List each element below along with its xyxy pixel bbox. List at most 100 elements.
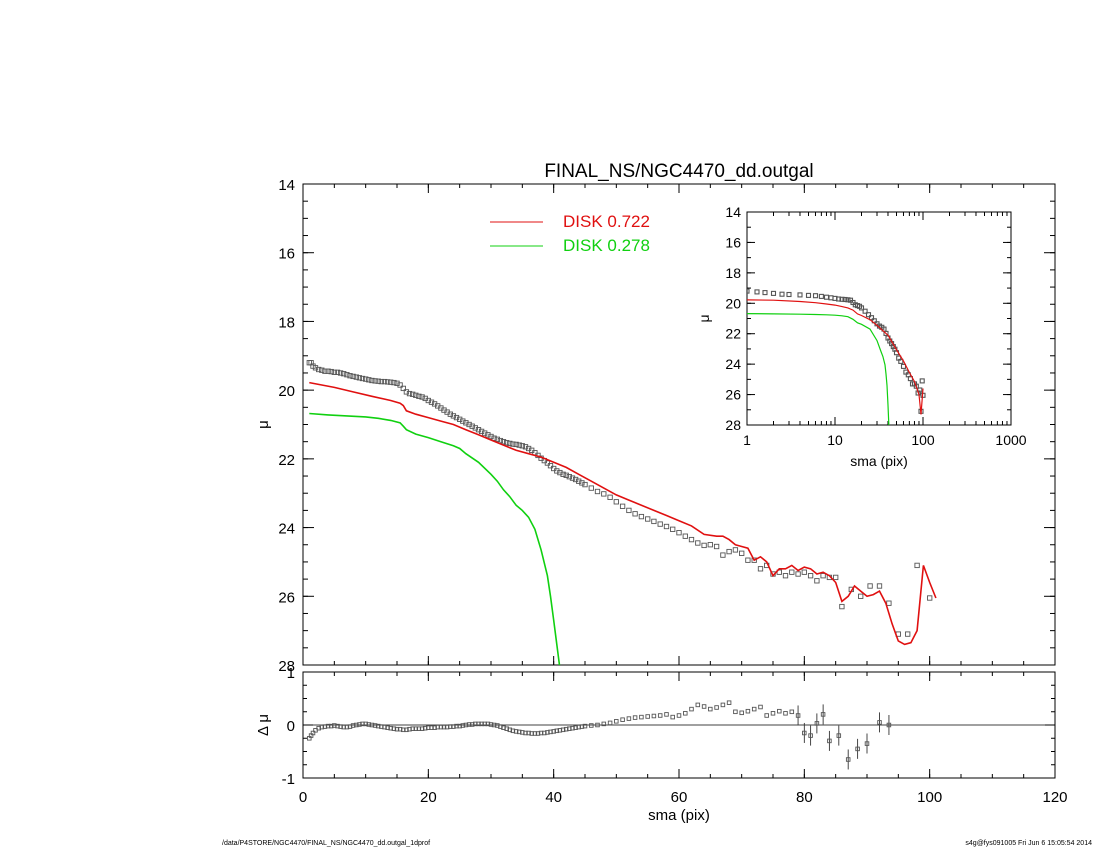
main-data-point [732, 547, 739, 553]
resid-data-point [498, 724, 503, 729]
main-data-point [619, 503, 626, 509]
inset-data-point [900, 363, 907, 369]
main-data-point [510, 441, 516, 447]
main-data-point [516, 442, 522, 448]
main-data-point [394, 380, 400, 386]
legend-label: DISK 0.722 [563, 212, 650, 231]
main-data-point [331, 369, 337, 375]
resid-data-point [401, 727, 406, 733]
main-data-point [576, 478, 582, 484]
main-data-point [450, 413, 457, 419]
main-data-point [453, 414, 460, 421]
main-data-point [497, 437, 504, 444]
inset-data-point [797, 292, 803, 298]
main-data-point [337, 370, 344, 376]
main-data-point [814, 578, 820, 584]
resid-x-tick-label: 20 [420, 789, 437, 806]
resid-data-point [639, 714, 644, 720]
main-data-point [344, 372, 350, 378]
resid-data-point [614, 719, 619, 724]
main-data-point [469, 423, 475, 429]
main-data-point [478, 428, 485, 435]
main-data-point [554, 468, 560, 474]
main-data-point [428, 399, 435, 405]
main-data-point [839, 603, 845, 610]
resid-data-point [385, 725, 390, 730]
main-data-point [347, 373, 353, 379]
main-data-point [312, 365, 319, 371]
main-data-point [613, 499, 619, 505]
resid-data-point [573, 725, 578, 730]
inset-x-tick-label: 1000 [995, 432, 1026, 448]
resid-data-point [507, 727, 513, 733]
main-data-point [319, 367, 325, 373]
inset-y-axis-label: μ [696, 314, 712, 322]
resid-data-point [535, 731, 541, 736]
main-data-point [403, 389, 410, 395]
inset-data-point [845, 297, 851, 303]
resid-y-axis-label: Δ μ [255, 714, 272, 736]
resid-data-point [563, 726, 569, 732]
main-data-point [381, 378, 388, 385]
main-y-tick-label: 20 [278, 383, 295, 400]
main-data-point [504, 440, 510, 446]
resid-data-point [620, 717, 625, 722]
main-data-point [563, 472, 569, 478]
resid-data-point [670, 714, 675, 720]
inset-data-point [898, 358, 904, 364]
resid-data-point [554, 728, 560, 734]
inset-x-axis-label: sma (pix) [850, 453, 908, 469]
main-data-point [670, 526, 676, 532]
resid-data-point [726, 700, 732, 705]
inset-data-point [865, 312, 872, 318]
main-data-point [363, 376, 369, 382]
main-data-point [322, 368, 328, 374]
resid-data-point [836, 733, 842, 738]
resid-x-tick-label: 120 [1042, 789, 1067, 806]
main-y-tick-label: 18 [278, 314, 295, 331]
main-data-point [334, 369, 341, 375]
main-data-point [833, 574, 839, 581]
main-data-point [460, 418, 466, 424]
main-data-point [720, 552, 726, 558]
main-data-point [876, 583, 883, 589]
resid-data-point [469, 722, 475, 727]
resid-data-point [877, 720, 882, 725]
resid-data-point [589, 723, 594, 728]
main-data-point [701, 542, 707, 549]
resid-data-point [372, 723, 378, 728]
resid-data-point [733, 709, 738, 715]
main-data-point [579, 480, 585, 486]
resid-data-point [485, 721, 491, 727]
main-data-point [359, 375, 366, 382]
main-y-tick-label: 16 [278, 246, 295, 263]
main-data-point [547, 463, 554, 469]
resid-data-point [783, 711, 788, 716]
main-y-tick-label: 22 [278, 452, 295, 469]
resid-data-point [394, 726, 400, 732]
resid-data-point [777, 708, 782, 714]
resid-data-point [316, 725, 321, 731]
main-data-point [353, 374, 359, 380]
main-series-line [309, 412, 561, 665]
main-data-point [739, 550, 745, 556]
inset-y-tick-label: 24 [725, 356, 741, 372]
main-data-point [751, 557, 757, 563]
resid-data-point [429, 725, 434, 730]
resid-data-point [683, 711, 688, 716]
main-data-point [745, 557, 751, 563]
resid-data-point [404, 727, 409, 733]
resid-data-point [495, 723, 500, 728]
inset-series-line [747, 313, 890, 425]
main-data-point [400, 385, 406, 392]
main-data-point [466, 421, 472, 428]
main-profile-panel: FINAL_NS/NGC4470_dd.outgal 14 16 18 20 22 24 26… [255, 161, 1056, 675]
resid-data-point [582, 723, 588, 729]
resid-data-point [441, 724, 447, 730]
main-data-point [500, 439, 507, 445]
main-data-point [350, 373, 356, 380]
resid-data-point [476, 721, 481, 727]
resid-x-tick-label: 60 [671, 789, 688, 806]
main-data-point [485, 432, 491, 438]
resid-data-point [632, 715, 638, 720]
